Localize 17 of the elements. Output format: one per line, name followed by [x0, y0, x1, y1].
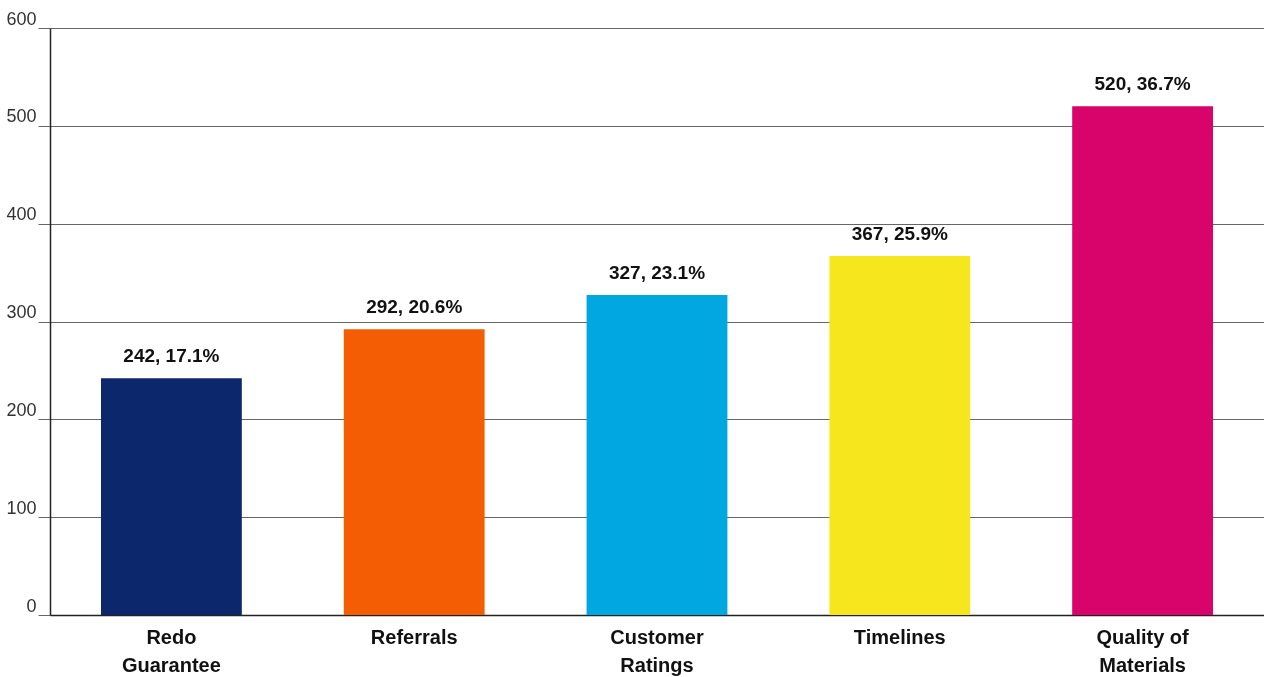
x-tick-label: Customer Ratings	[610, 625, 704, 676]
data-label: 242, 17.1%	[123, 345, 220, 367]
x-tick-label: Quality of Materials	[1096, 625, 1190, 676]
x-tick-label: Referrals	[370, 625, 458, 648]
y-tick-label: 100	[6, 497, 37, 518]
x-tick-label: Timelines	[853, 625, 946, 648]
y-tick-label: 200	[6, 399, 37, 420]
data-label: 367, 25.9%	[851, 222, 948, 244]
data-label: 327, 23.1%	[608, 262, 706, 284]
x-tick-label: Redo Guarantee	[121, 625, 221, 676]
y-tick-label: 500	[6, 106, 37, 127]
y-tick-label: 600	[6, 8, 37, 29]
data-label: 520, 36.7%	[1094, 73, 1191, 95]
y-tick-label: 0	[26, 595, 37, 616]
data-label: 292, 20.6%	[366, 296, 463, 318]
y-tick-label: 300	[6, 302, 37, 322]
y-tick-label: 400	[6, 204, 37, 225]
